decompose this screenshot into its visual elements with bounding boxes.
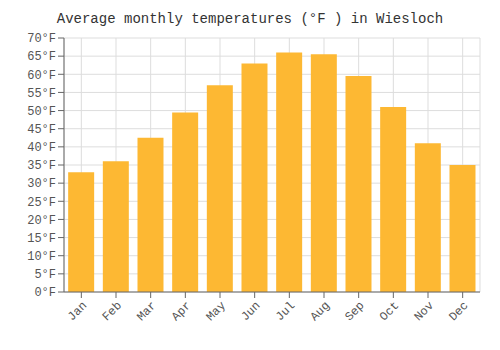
svg-text:60°F: 60°F xyxy=(27,69,56,83)
svg-text:Sep: Sep xyxy=(342,299,367,324)
svg-text:Dec: Dec xyxy=(446,299,471,324)
svg-text:10°F: 10°F xyxy=(27,250,56,264)
html-text:Average monthly temperatures (: Average monthly temperatures (°F ) in Wi… xyxy=(56,11,444,27)
svg-text:Feb: Feb xyxy=(100,299,125,324)
svg-text:70°F: 70°F xyxy=(27,32,56,46)
svg-text:65°F: 65°F xyxy=(27,50,56,64)
svg-text:30°F: 30°F xyxy=(27,177,56,191)
svg-text:5°F: 5°F xyxy=(34,268,56,282)
svg-text:Apr: Apr xyxy=(169,299,194,324)
svg-text:Nov: Nov xyxy=(412,299,437,324)
svg-text:25°F: 25°F xyxy=(27,196,56,210)
svg-text:50°F: 50°F xyxy=(27,105,56,119)
svg-text:Jan: Jan xyxy=(65,299,90,324)
svg-text:Oct: Oct xyxy=(377,299,402,324)
svg-text:0°F: 0°F xyxy=(34,286,56,300)
svg-text:May: May xyxy=(204,299,229,324)
svg-text:15°F: 15°F xyxy=(27,232,56,246)
svg-text:45°F: 45°F xyxy=(27,123,56,137)
svg-text:Mar: Mar xyxy=(134,299,159,324)
svg-text:55°F: 55°F xyxy=(27,87,56,101)
svg-text:35°F: 35°F xyxy=(27,159,56,173)
svg-text:Jul: Jul xyxy=(273,299,298,324)
svg-text:40°F: 40°F xyxy=(27,141,56,155)
svg-text:Aug: Aug xyxy=(308,299,333,324)
svg-text:Jun: Jun xyxy=(238,299,263,324)
svg-text:20°F: 20°F xyxy=(27,214,56,228)
